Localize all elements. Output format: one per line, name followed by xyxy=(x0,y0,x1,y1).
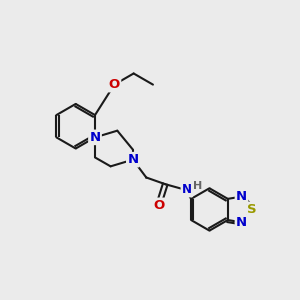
Text: N: N xyxy=(182,183,192,196)
Text: N: N xyxy=(89,131,100,144)
Text: N: N xyxy=(236,190,247,203)
Text: S: S xyxy=(248,203,257,216)
Text: O: O xyxy=(109,78,120,91)
Text: O: O xyxy=(153,199,164,212)
Text: N: N xyxy=(236,216,247,229)
Text: H: H xyxy=(193,181,202,191)
Text: N: N xyxy=(127,153,139,166)
